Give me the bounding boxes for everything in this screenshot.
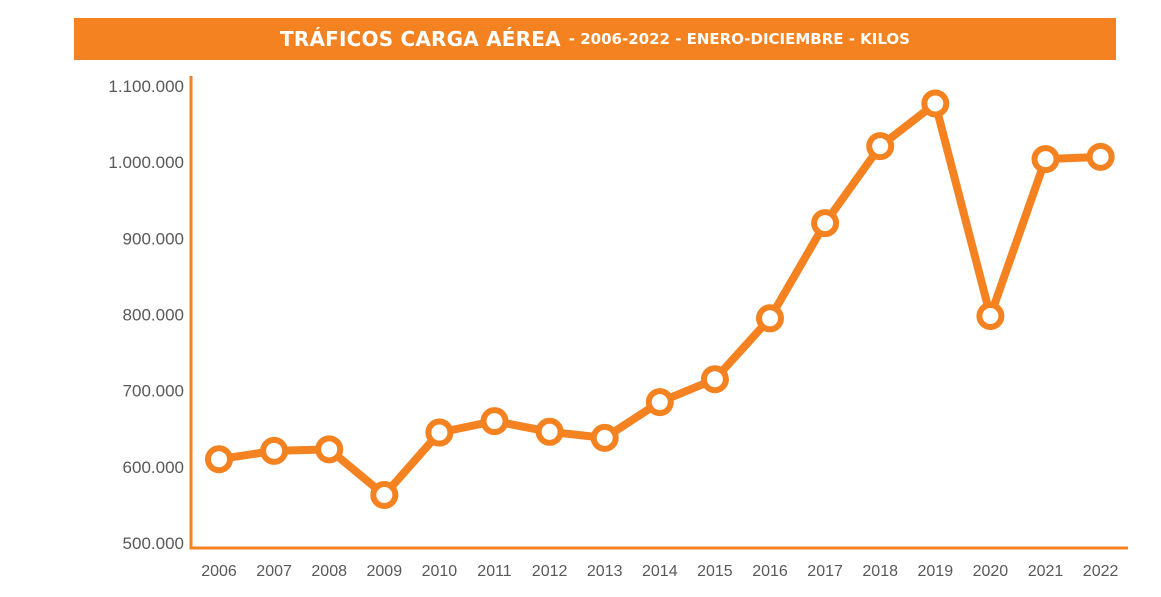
data-point	[866, 132, 895, 161]
data-point	[205, 445, 233, 474]
x-tick-label: 2020	[973, 563, 1009, 580]
data-point	[260, 436, 289, 465]
chart-title: TRÁFICOS CARGA AÉREA	[280, 27, 561, 51]
y-tick-label: 800.000	[123, 306, 184, 325]
x-tick-label: 2019	[918, 563, 954, 580]
data-point	[535, 417, 564, 446]
y-tick-label: 600.000	[123, 458, 184, 477]
y-tick-label: 1.100.000	[108, 77, 184, 96]
chart-subtitle: - 2006-2022 - ENERO-DICIEMBRE - KILOS	[568, 30, 910, 48]
data-point	[315, 435, 344, 464]
x-tick-label: 2009	[367, 563, 403, 580]
x-tick-label: 2010	[422, 563, 458, 580]
data-point	[645, 388, 674, 417]
data-point	[590, 423, 619, 452]
data-point	[921, 89, 950, 118]
data-point	[1086, 142, 1115, 171]
y-tick-label: 700.000	[123, 382, 184, 401]
data-point	[811, 209, 840, 238]
x-tick-label: 2017	[807, 563, 843, 580]
data-point	[480, 407, 509, 436]
x-tick-label: 2014	[642, 563, 678, 580]
x-tick-label: 2008	[311, 563, 347, 580]
x-tick-label: 2015	[697, 563, 733, 580]
data-point	[976, 302, 1005, 331]
data-point	[425, 418, 454, 447]
data-point	[756, 304, 784, 333]
x-tick-label: 2016	[752, 563, 788, 580]
x-tick-label: 2018	[862, 563, 898, 580]
series-line	[215, 99, 1105, 500]
data-point	[370, 481, 399, 510]
x-tick-label: 2021	[1028, 563, 1064, 580]
x-tick-label: 2007	[256, 563, 292, 580]
y-tick-label: 1.000.000	[108, 153, 184, 172]
y-tick-label: 900.000	[123, 229, 184, 248]
data-point	[700, 365, 729, 394]
chart-title-bar: TRÁFICOS CARGA AÉREA - 2006-2022 - ENERO…	[74, 18, 1116, 60]
x-tick-label: 2011	[477, 563, 512, 580]
y-tick-label: 500.000	[123, 534, 184, 553]
data-point	[1031, 145, 1060, 174]
x-tick-label: 2012	[532, 563, 568, 580]
x-tick-label: 2022	[1083, 563, 1119, 580]
x-tick-label: 2006	[201, 563, 237, 580]
x-tick-label: 2013	[587, 563, 623, 580]
